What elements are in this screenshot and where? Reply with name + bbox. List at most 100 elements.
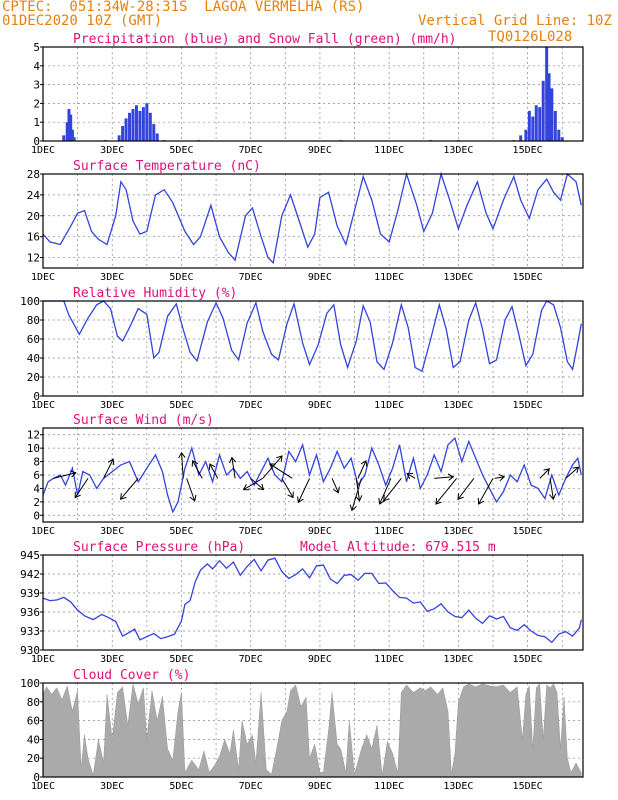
temperature-x-tick-label: 13DEC bbox=[443, 272, 473, 283]
precip-bar-precip-23 bbox=[538, 107, 542, 141]
pressure-y-tick-label: 930 bbox=[20, 644, 40, 657]
wind-vector-head-22 bbox=[447, 473, 455, 481]
wind-vector-9 bbox=[250, 477, 264, 490]
precip-bar-precip-10 bbox=[131, 109, 135, 141]
cloud-y-tick-label: 20 bbox=[27, 752, 40, 765]
wind-vector-19 bbox=[379, 478, 392, 505]
precip-bar-precip-24 bbox=[541, 80, 545, 141]
precip-x-tick-label: 3DEC bbox=[100, 145, 124, 156]
wind-vector-head-16 bbox=[355, 495, 363, 502]
temperature-y-tick-label: 16 bbox=[27, 231, 40, 244]
wind-y-tick-label: 8 bbox=[33, 456, 40, 469]
wind-x-tick-label: 13DEC bbox=[443, 526, 473, 537]
wind-vector-head-8 bbox=[229, 456, 237, 464]
humidity-y-tick-label: 20 bbox=[27, 371, 40, 384]
pressure-y-tick-label: 942 bbox=[20, 568, 40, 581]
cloud-x-tick-label: 5DEC bbox=[169, 781, 193, 792]
wind-y-tick-label: 6 bbox=[33, 469, 40, 482]
wind-vector-head-11 bbox=[276, 455, 283, 462]
wind-x-tick-label: 7DEC bbox=[239, 526, 263, 537]
precip-y-tick-label: 5 bbox=[33, 41, 40, 54]
temperature-x-tick-label: 3DEC bbox=[100, 272, 124, 283]
header-station: CPTEC: 051:34W-28:31S LAGOA VERMELHA (RS… bbox=[2, 0, 365, 15]
humidity-x-tick-label: 3DEC bbox=[100, 400, 124, 411]
precip-title: Precipitation (blue) and Snow Fall (gree… bbox=[73, 32, 457, 47]
humidity-y-tick-label: 80 bbox=[27, 314, 40, 327]
precip-bar-precip-26 bbox=[547, 73, 551, 141]
temperature-x-tick-label: 9DEC bbox=[308, 272, 332, 283]
wind-x-tick-label: 15DEC bbox=[513, 526, 543, 537]
wind-vector-24 bbox=[457, 478, 475, 500]
precip-bar-precip-18 bbox=[519, 135, 523, 141]
wind-vector-head-14 bbox=[297, 496, 304, 504]
pressure-x-tick-label: 15DEC bbox=[513, 654, 543, 665]
wind-vector-head-21 bbox=[406, 472, 414, 480]
precip-y-tick-label: 0 bbox=[33, 135, 40, 148]
wind-vector-25 bbox=[478, 478, 494, 505]
precip-x-tick-label: 5DEC bbox=[169, 145, 193, 156]
pressure-series-line bbox=[42, 557, 582, 644]
humidity-x-tick-label: 13DEC bbox=[443, 400, 473, 411]
wind-vector-26 bbox=[494, 476, 505, 479]
temperature-x-tick-label: 1DEC bbox=[31, 272, 55, 283]
pressure-annotation: Model Altitude: 679.515 m bbox=[300, 540, 496, 555]
wind-vector-head-7 bbox=[209, 463, 216, 470]
wind-y-tick-label: 10 bbox=[27, 442, 40, 455]
wind-vector-head-27 bbox=[543, 468, 550, 475]
wind-y-tick-label: 0 bbox=[33, 509, 40, 522]
precip-x-tick-label: 7DEC bbox=[239, 145, 263, 156]
pressure-y-tick-label: 939 bbox=[20, 587, 40, 600]
wind-vector-head-15 bbox=[333, 486, 340, 494]
precip-bar-precip-22 bbox=[534, 105, 538, 141]
cloud-y-tick-label: 40 bbox=[27, 733, 40, 746]
header-grid-line: Vertical Grid Line: 10Z bbox=[418, 13, 612, 29]
wind-y-tick-label: 12 bbox=[27, 429, 40, 442]
wind-series-line bbox=[42, 436, 582, 514]
precip-bar-precip-4 bbox=[70, 129, 74, 141]
wind-vector-head-19 bbox=[378, 497, 385, 505]
precip-y-tick-label: 3 bbox=[33, 79, 40, 92]
wind-vector-23 bbox=[435, 478, 458, 505]
wind-vector-4 bbox=[181, 452, 184, 479]
cloud-frame bbox=[42, 682, 584, 778]
wind-vector-27 bbox=[539, 468, 550, 479]
temperature-y-tick-label: 20 bbox=[27, 210, 40, 223]
wind-vector-14 bbox=[297, 478, 310, 503]
wind-vector-1 bbox=[74, 478, 89, 498]
wind-vector-6 bbox=[192, 460, 203, 479]
temperature-series-line bbox=[42, 171, 582, 265]
wind-vector-11 bbox=[262, 455, 283, 479]
precip-bar-precip-11 bbox=[134, 105, 138, 141]
header-model-code: TQ0126L028 bbox=[488, 29, 573, 45]
precip-bar-precip-29 bbox=[557, 129, 561, 141]
wind-vector-head-25 bbox=[477, 497, 485, 505]
wind-x-tick-label: 9DEC bbox=[308, 526, 332, 537]
wind-x-tick-label: 5DEC bbox=[169, 526, 193, 537]
wind-vector-15 bbox=[331, 478, 339, 493]
wind-vector-22 bbox=[434, 476, 454, 479]
wind-frame bbox=[42, 427, 584, 523]
humidity-title: Relative Humidity (%) bbox=[73, 286, 237, 301]
pressure-y-tick-label: 936 bbox=[20, 606, 40, 619]
humidity-y-tick-label: 40 bbox=[27, 352, 40, 365]
wind-vector-8 bbox=[231, 457, 236, 479]
pressure-x-tick-label: 3DEC bbox=[100, 654, 124, 665]
precip-bar-precip-13 bbox=[141, 107, 145, 141]
wind-vector-head-13 bbox=[269, 463, 276, 470]
pressure-x-tick-label: 11DEC bbox=[374, 654, 404, 665]
wind-vector-head-18 bbox=[349, 504, 357, 512]
precip-bar-precip-8 bbox=[124, 118, 128, 141]
humidity-y-tick-label: 0 bbox=[33, 390, 40, 403]
precip-bar-precip-19 bbox=[524, 129, 528, 141]
wind-vector-head-17 bbox=[360, 459, 368, 467]
precip-bar-precip-17 bbox=[155, 133, 159, 141]
wind-vector-10 bbox=[243, 477, 264, 490]
wind-vector-head-3 bbox=[120, 493, 127, 500]
temperature-x-tick-label: 7DEC bbox=[239, 272, 263, 283]
precip-y-tick-label: 4 bbox=[33, 60, 40, 73]
wind-vector-29 bbox=[565, 466, 579, 479]
wind-x-tick-label: 3DEC bbox=[100, 526, 124, 537]
cloud-x-tick-label: 7DEC bbox=[239, 781, 263, 792]
humidity-series-line bbox=[43, 300, 582, 373]
